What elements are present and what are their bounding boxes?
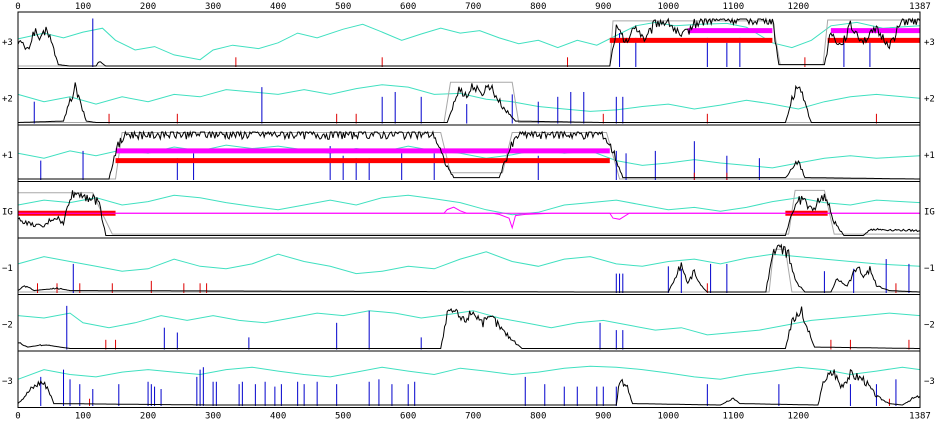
row-label-right: +3 [924, 38, 935, 48]
cyan-trace [17, 251, 921, 275]
row-label-right: +1 [924, 151, 935, 161]
tick-label-bottom: 1200 [788, 412, 810, 422]
cyan-trace [17, 310, 921, 336]
row-label-left: +3 [2, 38, 13, 48]
track-row: −3 −3 [2, 365, 935, 406]
row-label-left: −3 [2, 377, 13, 387]
row-label-left: IG [2, 207, 13, 217]
gray-envelope [18, 19, 920, 67]
row-label-right: −2 [924, 320, 935, 330]
tick-label-bottom: 300 [205, 412, 221, 422]
tick-label-top: 100 [75, 2, 91, 12]
tick-label-top: 200 [140, 2, 156, 12]
magenta-signal [18, 206, 920, 230]
tick-label-bottom: 900 [595, 412, 611, 422]
row-label-left: +1 [2, 151, 13, 161]
tick-label-top: 600 [400, 2, 416, 12]
cyan-trace [17, 365, 921, 380]
tick-label-bottom: 0 [15, 412, 20, 422]
row-label-right: +2 [924, 94, 935, 104]
track-row: IG IG [2, 189, 935, 236]
row-label-right: −1 [924, 264, 935, 274]
tick-label-top: 500 [335, 2, 351, 12]
cyan-trace [17, 194, 921, 216]
tick-label-bottom: 800 [530, 412, 546, 422]
black-signal [18, 306, 920, 349]
cyan-trace [17, 84, 921, 112]
gray-envelope [18, 189, 920, 235]
row-label-right: IG [924, 207, 935, 217]
tick-label-top: 1000 [657, 2, 679, 12]
tick-label-bottom: 400 [270, 412, 286, 422]
track-rows: +3 +3 +2 +2 +1 +1 IG IG −1 −1 −2 −2 −3 −3 [2, 17, 935, 406]
plot-border [17, 11, 921, 408]
tick-label-bottom: 700 [465, 412, 481, 422]
top-axis-ticks: 0 100 200 300 400 500 600 700 800 900 1000 1100 1200… [15, 2, 931, 12]
tick-label-top: 1387 [909, 2, 931, 12]
tick-label-top: 800 [530, 2, 546, 12]
tick-label-bottom: 1100 [723, 412, 745, 422]
gray-envelope [18, 132, 920, 180]
tick-label-top: 1200 [788, 2, 810, 12]
black-signal [17, 368, 921, 406]
black-signal [17, 243, 920, 293]
track-row: +2 +2 [2, 81, 935, 124]
gray-envelope [18, 81, 920, 123]
tick-label-bottom: 1000 [657, 412, 679, 422]
black-signal [17, 190, 921, 236]
track-row: +1 +1 [2, 130, 935, 180]
tick-label-bottom: 200 [140, 412, 156, 422]
black-signal [17, 17, 921, 67]
tick-label-top: 900 [595, 2, 611, 12]
track-row: −1 −1 [2, 243, 935, 293]
row-label-left: −1 [2, 264, 13, 274]
row-label-left: +2 [2, 94, 13, 104]
track-row: +3 +3 [2, 17, 935, 67]
row-label-left: −2 [2, 320, 13, 330]
tick-label-top: 1100 [723, 2, 745, 12]
tick-label-bottom: 1387 [909, 412, 931, 422]
track-row: −2 −2 [2, 305, 935, 350]
tick-label-top: 0 [15, 2, 20, 12]
cyan-trace [17, 21, 921, 61]
tick-label-bottom: 500 [335, 412, 351, 422]
black-signal [18, 130, 920, 180]
tick-label-bottom: 100 [75, 412, 91, 422]
bottom-axis-ticks: 0 100 200 300 400 500 600 700 800 900 1000 1100 1200… [15, 412, 931, 422]
tick-label-top: 300 [205, 2, 221, 12]
tick-label-top: 400 [270, 2, 286, 12]
row-label-right: −3 [924, 377, 935, 387]
tick-label-bottom: 600 [400, 412, 416, 422]
tick-label-top: 700 [465, 2, 481, 12]
black-signal [18, 82, 920, 123]
chart-frame [17, 11, 921, 408]
